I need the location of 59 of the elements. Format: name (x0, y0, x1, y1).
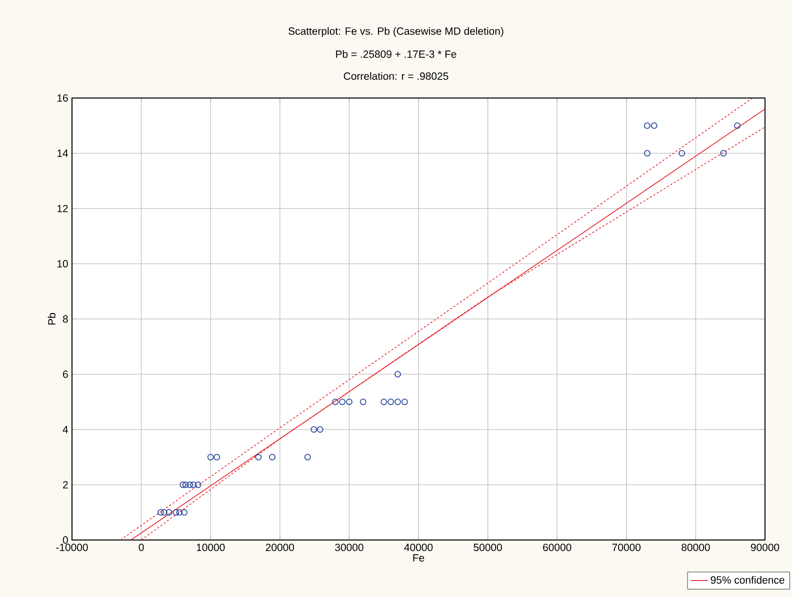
point (339, 398, 346, 406)
y-tick-label: 12 (57, 204, 68, 212)
x-tick-label: 40000 (404, 544, 433, 552)
y-tick-label: 14 (57, 150, 68, 157)
point (734, 122, 741, 129)
point (269, 454, 276, 460)
point (394, 371, 401, 378)
point (194, 482, 202, 488)
x-tick-label: 80000 (682, 544, 710, 552)
point (332, 398, 339, 406)
point (166, 509, 172, 516)
y-tick-label: 8 (62, 315, 68, 323)
point (180, 482, 186, 488)
point (678, 150, 686, 156)
point (182, 482, 189, 488)
y-tick-label: 2 (63, 481, 68, 488)
y-tick-label: 10 (57, 260, 68, 268)
point (346, 398, 352, 406)
y-tick-label: 6 (63, 370, 68, 378)
point (207, 454, 214, 460)
point (157, 509, 164, 516)
point (310, 426, 318, 433)
text: Correlation: r = .98025 (344, 72, 448, 80)
point (186, 482, 194, 488)
point (176, 509, 183, 516)
point (172, 509, 180, 516)
x-tick-label: 30000 (335, 544, 364, 552)
point (160, 509, 168, 516)
point (644, 122, 650, 129)
x-tick-label: 10000 (196, 544, 225, 552)
point (380, 398, 388, 406)
point (316, 426, 324, 433)
y-tick-label: 4 (62, 426, 68, 434)
chart-subtitle: Pb = .25809 + .17E-3 * Fe (336, 50, 456, 58)
x-tick-label: -10000 (56, 544, 88, 552)
point (650, 122, 658, 129)
chart-title: Scatterplot: Fe vs. Pb (Casewise MD deletion) (288, 27, 504, 37)
point (401, 398, 408, 406)
point (644, 150, 650, 156)
point (388, 398, 394, 406)
x-tick-label: 20000 (266, 544, 294, 552)
point (304, 454, 311, 460)
y-tick-label: 0 (62, 536, 68, 544)
point (720, 150, 727, 156)
x-tick-label: 50000 (474, 544, 502, 552)
point (181, 509, 188, 516)
point (255, 454, 262, 460)
x-tick-label: 70000 (612, 544, 641, 552)
point (360, 398, 366, 406)
y-axis-title: Pb (48, 313, 56, 325)
x-axis-title: Fe (413, 554, 424, 562)
point (190, 482, 197, 488)
legend-label: 95% confidence (710, 576, 784, 584)
point (214, 454, 220, 460)
x-tick-label: 60000 (543, 544, 572, 552)
x-tick-label: 0 (138, 544, 144, 552)
point (394, 398, 401, 406)
y-tick-label: 16 (57, 94, 68, 102)
x-tick-label: 90000 (750, 544, 780, 552)
